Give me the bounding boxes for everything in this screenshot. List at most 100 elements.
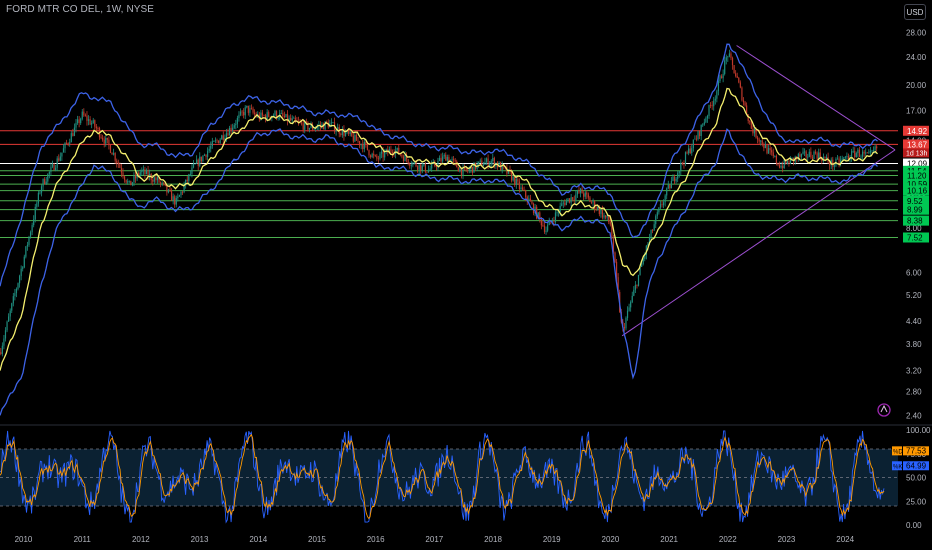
candle-body xyxy=(805,151,807,158)
candle-body xyxy=(553,221,555,223)
candle-body xyxy=(139,172,141,176)
readout-tag-label-1: %K xyxy=(893,464,902,470)
candle-body xyxy=(666,188,668,196)
candle-body xyxy=(28,236,30,245)
candle-body xyxy=(64,142,66,149)
candle-body xyxy=(236,118,238,124)
candle-body xyxy=(819,152,821,158)
candle-body xyxy=(221,135,223,140)
candle-body xyxy=(349,132,351,134)
candle-body xyxy=(861,151,864,157)
level-tag-9 xyxy=(903,215,929,226)
candle-body xyxy=(446,156,448,161)
candle-body xyxy=(1,345,3,354)
candle-body xyxy=(380,151,383,154)
candle-body xyxy=(238,114,240,119)
candle-body xyxy=(357,140,359,142)
level-tag-5 xyxy=(903,179,929,190)
candle-body xyxy=(669,184,671,189)
candle-body xyxy=(177,196,179,199)
candle-body xyxy=(866,152,868,154)
candle-body xyxy=(12,296,14,304)
candle-body xyxy=(766,144,768,154)
candle-body xyxy=(42,178,44,187)
replay-icon-glyph xyxy=(880,404,888,413)
candle-body xyxy=(789,158,792,165)
readout-value-0: 77.53 xyxy=(906,446,927,455)
x-tick-label-2016: 2016 xyxy=(367,535,385,544)
level-tag-label-8: 8.99 xyxy=(907,206,923,215)
candle-body xyxy=(556,212,558,214)
candle-body xyxy=(590,202,593,203)
candle-body xyxy=(158,177,160,183)
candle-body xyxy=(600,209,602,214)
stochastic-d-line xyxy=(0,433,885,520)
y-tick-label: 2.40 xyxy=(906,411,922,420)
currency-button[interactable]: USD xyxy=(904,4,926,20)
candle-body xyxy=(589,197,591,203)
candle-body xyxy=(362,144,364,150)
candle-body xyxy=(852,150,854,152)
candle-body xyxy=(664,195,666,203)
candle-body xyxy=(769,148,771,151)
x-tick-label-2013: 2013 xyxy=(191,535,209,544)
candle-body xyxy=(47,173,49,182)
candle-body xyxy=(644,255,646,259)
candle-body xyxy=(780,165,782,168)
candle-body xyxy=(559,205,561,212)
candle-body xyxy=(808,151,810,157)
candle-body xyxy=(301,122,303,124)
candle-body xyxy=(463,167,466,169)
candle-body xyxy=(490,161,492,164)
candle-body xyxy=(365,142,367,145)
candle-body xyxy=(716,91,718,99)
candle-body xyxy=(122,172,124,177)
candle-body xyxy=(626,310,629,318)
candle-body xyxy=(501,164,503,171)
candle-body xyxy=(275,111,278,119)
candle-body xyxy=(123,176,126,180)
candle-body xyxy=(188,174,190,182)
candle-body xyxy=(83,111,85,116)
candle-body xyxy=(6,321,8,331)
candle-body xyxy=(703,122,705,125)
candle-body xyxy=(426,171,428,173)
candle-body xyxy=(731,57,734,66)
candle-body xyxy=(583,193,585,197)
candle-body xyxy=(427,169,430,173)
candle-body xyxy=(371,153,373,157)
candle-body xyxy=(344,132,347,137)
level-tag-label-10: 7.52 xyxy=(907,233,923,242)
candle-body xyxy=(775,155,777,163)
candle-body xyxy=(655,216,657,225)
candle-body xyxy=(183,185,185,193)
candle-body xyxy=(34,206,36,220)
candle-body xyxy=(355,135,358,141)
candle-body xyxy=(692,139,694,149)
candle-body xyxy=(401,154,403,157)
candle-body xyxy=(388,149,390,153)
candle-body xyxy=(735,73,737,77)
candle-body xyxy=(521,187,524,190)
candle-body xyxy=(268,112,270,117)
y-tick-label: 28.00 xyxy=(906,29,927,38)
candle-body xyxy=(484,162,486,165)
candle-body xyxy=(29,232,32,237)
candle-body xyxy=(208,148,210,152)
candle-body xyxy=(235,123,237,126)
candle-body xyxy=(199,156,201,166)
candle-body xyxy=(681,162,683,164)
candle-body xyxy=(95,126,97,129)
candle-body xyxy=(872,150,875,152)
candle-body xyxy=(346,131,348,133)
candle-body xyxy=(758,139,760,142)
candle-body xyxy=(750,121,752,129)
x-tick-label-2023: 2023 xyxy=(778,535,796,544)
level-tag-8 xyxy=(903,204,929,215)
candle-body xyxy=(489,163,491,167)
candle-body xyxy=(536,206,538,219)
candle-body xyxy=(180,191,182,196)
candle-body xyxy=(147,170,149,177)
